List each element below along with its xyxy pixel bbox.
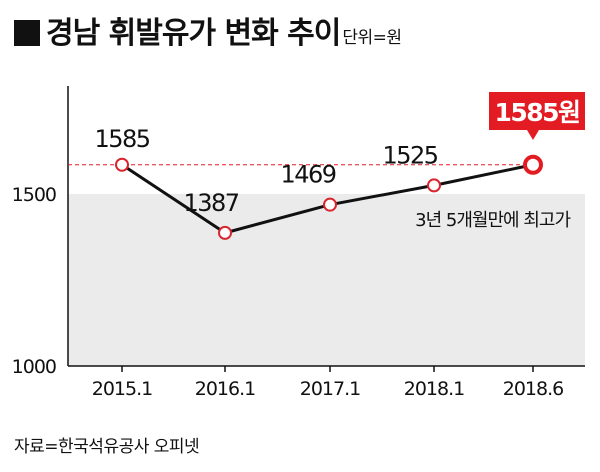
data-point-3 — [427, 178, 441, 193]
data-point-2 — [323, 197, 337, 212]
data-label-3: 1525 — [382, 141, 437, 169]
x-tick-label-3: 2018.1 — [404, 378, 464, 400]
unit-note: 단위=원 — [342, 28, 402, 48]
source-note: 자료=한국석유공사 오피넷 — [14, 437, 200, 457]
value-callout-box — [489, 92, 585, 130]
data-point-1 — [218, 225, 232, 240]
data-label-1: 1387 — [183, 189, 238, 217]
y-tick-label-1500: 1500 — [12, 184, 56, 206]
data-label-2: 1469 — [280, 161, 335, 189]
band-below-1500 — [68, 194, 585, 366]
data-point-4 — [523, 154, 543, 175]
x-tick-label-4: 2018.6 — [503, 378, 563, 400]
x-tick-label-0: 2015.1 — [92, 378, 152, 400]
x-tick-label-1: 2016.1 — [195, 378, 255, 400]
data-point-0 — [115, 157, 129, 172]
value-callout-pointer — [527, 130, 539, 140]
y-tick-label-1000: 1000 — [12, 356, 56, 378]
title-text: 경남 휘발유가 변화 추이 — [46, 16, 341, 51]
chart-title: 경남 휘발유가 변화 추이 단위=원 — [14, 8, 402, 52]
x-tick-label-2: 2017.1 — [300, 378, 360, 400]
square-bullet-icon — [14, 20, 40, 46]
data-label-0: 1585 — [94, 125, 149, 153]
annotation-text: 3년 5개월만에 최고가 — [415, 210, 570, 231]
data-label-4: 1585원 — [494, 98, 579, 127]
